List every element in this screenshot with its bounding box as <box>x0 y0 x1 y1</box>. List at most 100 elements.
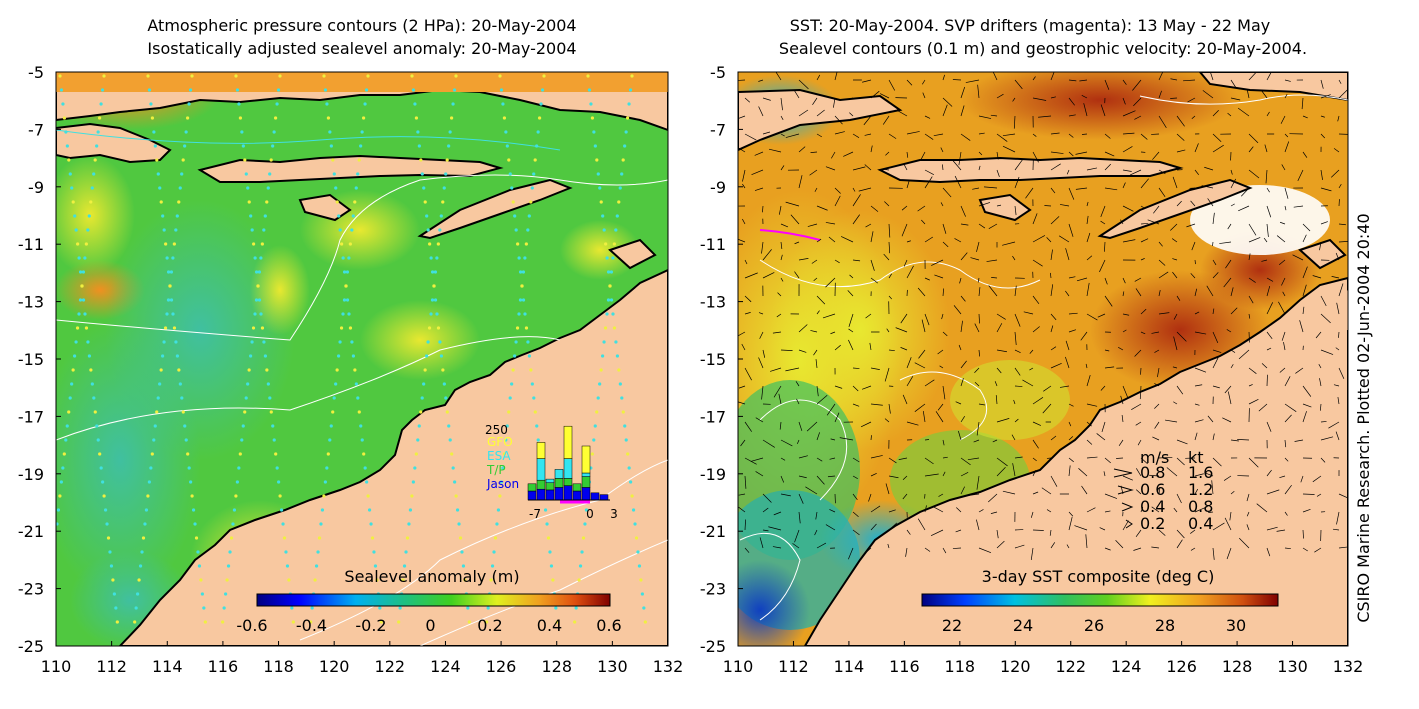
velocity-arrow <box>852 511 859 518</box>
track-point <box>271 424 275 428</box>
velocity-arrow <box>1335 347 1340 351</box>
track-point <box>99 466 103 470</box>
track-point <box>413 102 417 106</box>
track-point <box>191 508 196 512</box>
track-point <box>105 522 109 526</box>
velocity-arrow <box>1046 237 1052 243</box>
velocity-arrow <box>864 164 872 171</box>
velocity-arrow <box>798 455 808 459</box>
velocity-arrow <box>1266 421 1272 432</box>
track-point <box>193 522 197 526</box>
track-point <box>238 452 242 456</box>
velocity-arrow <box>1080 331 1088 341</box>
track-point <box>507 158 511 162</box>
velocity-arrow <box>1147 219 1160 225</box>
lat-tick-label: -9 <box>28 178 44 197</box>
velocity-arrow <box>1068 223 1074 237</box>
track-point <box>266 382 270 386</box>
velocity-arrow <box>958 430 962 441</box>
velocity-arrow <box>1248 253 1251 261</box>
track-point <box>524 242 528 246</box>
velocity-arrow <box>960 472 969 477</box>
velocity-arrow <box>1191 241 1196 251</box>
velocity-legend-kt: 1.2 <box>1188 480 1213 499</box>
velocity-arrow <box>1176 493 1182 504</box>
velocity-arrow <box>777 292 782 297</box>
track-point <box>341 256 345 260</box>
velocity-arrow <box>852 166 866 171</box>
velocity-arrow <box>1320 133 1326 139</box>
track-point <box>367 508 372 512</box>
track-point <box>514 228 518 232</box>
track-point <box>375 578 379 582</box>
velocity-arrow <box>1266 469 1272 477</box>
velocity-arrow <box>1104 163 1111 171</box>
velocity-arrow <box>1279 221 1286 225</box>
velocity-arrow <box>1248 457 1259 468</box>
velocity-arrow <box>954 175 962 189</box>
velocity-arrow <box>1237 439 1250 441</box>
track-point <box>605 256 609 260</box>
track-point <box>429 256 433 260</box>
velocity-arrow <box>1226 547 1232 560</box>
track-point <box>241 424 245 428</box>
track-point <box>427 326 432 330</box>
velocity-arrow <box>906 357 912 369</box>
velocity-arrow <box>1320 187 1332 192</box>
velocity-arrow <box>942 97 953 107</box>
velocity-arrow <box>1104 187 1118 191</box>
inset-bar-tp <box>536 479 546 490</box>
velocity-arrow <box>1280 115 1286 124</box>
velocity-arrow <box>1068 516 1073 531</box>
velocity-arrow <box>1284 133 1289 138</box>
velocity-arrow <box>888 295 893 300</box>
velocity-arrow <box>1248 398 1259 405</box>
track-point <box>90 186 94 190</box>
velocity-arrow <box>1320 79 1324 89</box>
track-point <box>498 74 502 78</box>
velocity-arrow <box>1058 235 1070 243</box>
velocity-arrow <box>888 133 897 139</box>
track-point <box>639 578 643 582</box>
inset-bar-esa <box>545 478 555 483</box>
velocity-arrow <box>755 471 764 477</box>
velocity-legend-unit-kt: kt <box>1188 448 1204 467</box>
track-point <box>366 494 370 498</box>
track-point <box>521 270 526 274</box>
velocity-arrow <box>942 331 948 337</box>
velocity-arrow <box>762 205 764 213</box>
track-point <box>405 536 410 540</box>
track-point <box>493 536 498 540</box>
velocity-arrow <box>1086 167 1098 171</box>
velocity-arrow <box>924 457 934 465</box>
track-point <box>180 396 184 400</box>
track-point <box>332 396 336 400</box>
velocity-arrow <box>1050 284 1054 297</box>
velocity-arrow <box>976 475 980 490</box>
track-point <box>235 88 240 92</box>
inset-bar-esa <box>581 472 591 477</box>
velocity-arrow <box>921 219 926 225</box>
track-point <box>251 326 256 330</box>
track-point <box>61 466 65 470</box>
velocity-arrow <box>1266 205 1272 218</box>
velocity-arrow <box>848 313 854 327</box>
velocity-arrow <box>960 105 965 117</box>
track-point <box>624 438 628 442</box>
track-point <box>112 592 116 596</box>
velocity-arrow <box>996 133 1008 142</box>
track-point <box>523 312 527 316</box>
velocity-arrow <box>1140 506 1144 513</box>
velocity-arrow <box>1320 115 1325 118</box>
velocity-arrow <box>952 79 962 81</box>
velocity-arrow <box>1068 457 1074 463</box>
velocity-arrow <box>1316 493 1322 497</box>
velocity-arrow <box>773 511 782 516</box>
track-point <box>265 200 269 204</box>
velocity-arrow <box>1137 439 1142 446</box>
velocity-arrow <box>1293 205 1304 208</box>
velocity-arrow <box>825 166 836 171</box>
velocity-arrow <box>1011 434 1016 441</box>
track-point <box>548 550 552 554</box>
